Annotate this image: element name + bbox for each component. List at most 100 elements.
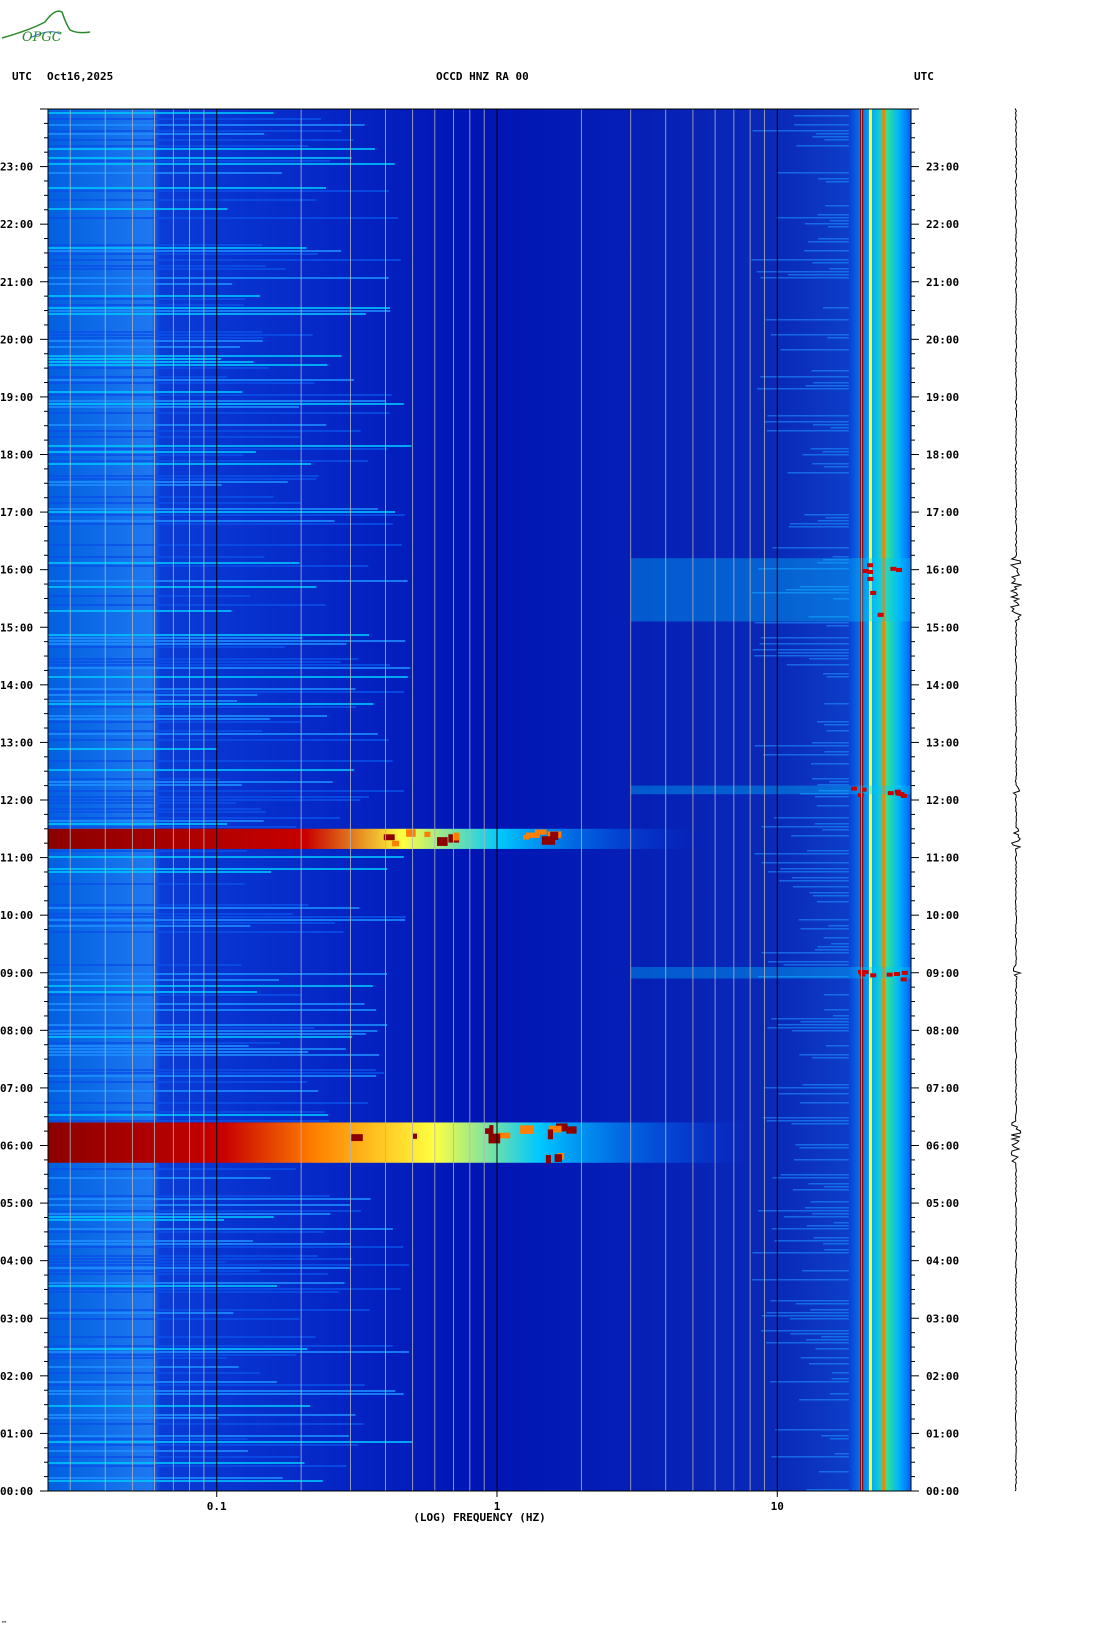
earthquake-event xyxy=(48,828,693,849)
background-stripe xyxy=(48,1450,249,1452)
background-stripe xyxy=(48,436,300,438)
background-stripe xyxy=(48,124,365,126)
hf-noise-stripe xyxy=(812,1213,849,1215)
hf-noise-stripe xyxy=(814,949,849,951)
frequency-tick-label: 1 xyxy=(494,1500,501,1513)
background-stripe xyxy=(48,259,401,261)
hf-noise-stripe xyxy=(823,673,849,675)
hf-noise-stripe xyxy=(760,376,849,378)
background-stripe xyxy=(48,985,373,987)
background-stripe xyxy=(48,1285,278,1287)
hf-noise-stripe xyxy=(815,1348,849,1350)
background-stripe xyxy=(48,1354,296,1356)
background-stripe xyxy=(48,484,222,486)
background-stripe xyxy=(48,1423,364,1425)
hf-noise-stripe xyxy=(817,214,849,216)
hf-noise-stripe xyxy=(771,1228,849,1230)
event-hotspot xyxy=(488,1133,501,1144)
background-stripe xyxy=(48,268,286,270)
time-tick-label-right: 23:00 xyxy=(926,161,959,174)
background-stripe xyxy=(48,346,240,348)
background-stripe xyxy=(48,715,328,717)
background-stripe xyxy=(48,508,378,510)
background-stripe xyxy=(48,1036,353,1038)
background-stripe xyxy=(48,481,288,483)
time-tick-label-left: 15:00 xyxy=(0,621,33,634)
background-stripe xyxy=(48,1213,331,1215)
background-stripe xyxy=(48,160,330,162)
hf-noise-stripe xyxy=(767,1027,849,1029)
hf-noise-stripe xyxy=(810,1201,849,1203)
background-stripe xyxy=(48,703,374,705)
background-stripe xyxy=(48,1435,350,1437)
time-tick-label-right: 00:00 xyxy=(926,1485,959,1498)
background-stripe xyxy=(48,1405,311,1407)
background-stripe xyxy=(48,820,264,822)
footer-mark: ™ xyxy=(2,1620,7,1628)
hf-noise-stripe xyxy=(765,319,849,321)
time-tick-label-right: 16:00 xyxy=(926,564,959,577)
background-stripe xyxy=(48,700,238,702)
background-stripe xyxy=(48,1177,271,1179)
background-stripe xyxy=(48,1288,401,1290)
background-stripe xyxy=(48,148,375,150)
background-stripe xyxy=(48,1168,296,1170)
hf-noise-stripe xyxy=(767,415,849,417)
background-stripe xyxy=(48,394,392,396)
hf-noise-stripe xyxy=(787,472,849,474)
noise-hotspot xyxy=(900,977,907,982)
hf-noise-stripe xyxy=(761,1330,849,1332)
background-stripe xyxy=(48,1075,377,1077)
background-stripe xyxy=(48,295,260,297)
background-stripe xyxy=(48,1393,404,1395)
hf-noise-stripe xyxy=(809,892,849,894)
station-title: OCCD HNZ RA 00 xyxy=(436,70,529,83)
hf-noise-stripe xyxy=(822,559,849,561)
hf-noise-stripe xyxy=(792,1189,849,1191)
background-stripe xyxy=(48,1102,368,1104)
hf-noise-stripe xyxy=(776,652,849,654)
hf-noise-stripe xyxy=(799,1102,849,1104)
background-stripe xyxy=(48,1477,283,1479)
time-tick-label-right: 03:00 xyxy=(926,1312,959,1325)
time-tick-label-left: 17:00 xyxy=(0,506,33,519)
background-stripe xyxy=(48,283,232,285)
background-stripe xyxy=(48,1210,361,1212)
hf-noise-stripe xyxy=(754,622,849,624)
noise-hotspot xyxy=(870,973,877,978)
background-stripe xyxy=(48,496,274,498)
hf-noise-stripe xyxy=(761,862,849,864)
time-tick-label-left: 11:00 xyxy=(0,852,33,865)
noise-hotspot xyxy=(860,787,867,792)
background-stripe xyxy=(48,1480,323,1482)
opgc-logo: OPGC xyxy=(0,0,95,52)
hf-noise-stripe xyxy=(805,385,849,387)
background-stripe xyxy=(48,190,389,192)
time-tick-label-right: 08:00 xyxy=(926,1024,959,1037)
hf-noise-stripe xyxy=(821,1435,849,1437)
time-tick-label-left: 09:00 xyxy=(0,967,33,980)
background-stripe xyxy=(48,1219,225,1221)
hf-noise-stripe xyxy=(789,1318,849,1320)
noise-event xyxy=(630,785,911,795)
background-stripe xyxy=(48,1081,307,1083)
hf-noise-stripe xyxy=(823,466,849,468)
logo-swoosh-icon xyxy=(1,10,91,39)
background-stripe xyxy=(48,412,390,414)
frequency-tick-label: 10 xyxy=(771,1500,784,1513)
hf-noise-stripe xyxy=(752,649,849,651)
background-stripe xyxy=(48,1090,319,1092)
background-stripe xyxy=(48,691,404,693)
hf-noise-stripe xyxy=(812,1057,849,1059)
background-stripe xyxy=(48,1282,345,1284)
hf-noise-stripe xyxy=(783,1216,849,1218)
noise-hotspot xyxy=(859,972,866,977)
hf-noise-stripe xyxy=(795,1303,849,1305)
hf-noise-stripe xyxy=(786,664,849,666)
hf-noise-stripe xyxy=(761,826,849,828)
background-stripe xyxy=(48,781,333,783)
hf-noise-stripe xyxy=(827,337,849,339)
background-stripe xyxy=(48,739,389,741)
hf-noise-stripe xyxy=(770,1381,849,1383)
background-stripe xyxy=(48,1381,277,1383)
